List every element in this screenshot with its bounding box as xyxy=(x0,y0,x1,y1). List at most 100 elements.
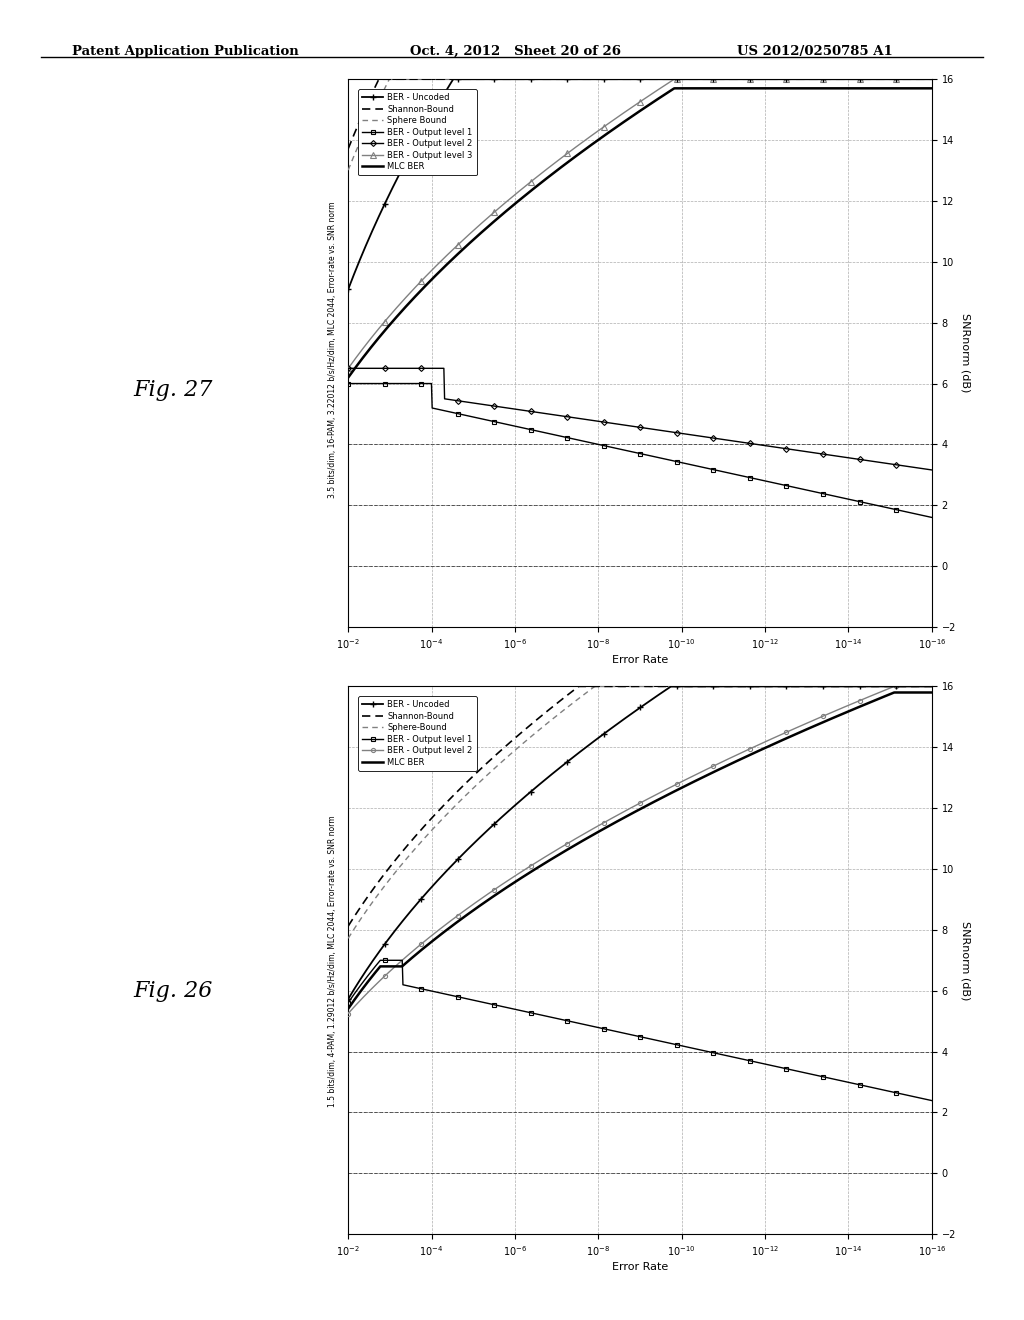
Shannon-Bound xyxy=(378,867,390,883)
BER - Output level 1 xyxy=(846,1074,858,1090)
BER - Output level 2 xyxy=(926,678,938,694)
BER - Output level 2 xyxy=(378,360,390,376)
BER - Output level 3 xyxy=(378,314,390,330)
BER - Output level 1 xyxy=(697,1043,710,1059)
Sphere-Bound xyxy=(589,678,601,694)
Legend: BER - Uncoded, Shannon-Bound, Sphere Bound, BER - Output level 1, BER - Output l: BER - Uncoded, Shannon-Bound, Sphere Bou… xyxy=(358,88,477,176)
MLC BER xyxy=(714,762,726,777)
BER - Output level 3 xyxy=(697,71,710,87)
MLC BER xyxy=(681,777,693,793)
Shannon-Bound xyxy=(715,71,727,87)
BER - Output level 1 xyxy=(682,1039,694,1055)
BER - Output level 3 xyxy=(846,71,858,87)
MLC BER xyxy=(342,370,354,385)
BER - Output level 3 xyxy=(682,71,694,87)
BER - Output level 3 xyxy=(342,360,354,376)
BER - Uncoded xyxy=(665,678,677,694)
BER - Output level 1 xyxy=(926,1093,938,1109)
Shannon-Bound xyxy=(785,678,798,694)
BER - Output level 3 xyxy=(715,71,727,87)
BER - Output level 2 xyxy=(714,755,726,771)
BER - Uncoded xyxy=(926,678,938,694)
BER - Output level 1 xyxy=(342,376,354,392)
Legend: BER - Uncoded, Shannon-Bound, Sphere-Bound, BER - Output level 1, BER - Output l: BER - Uncoded, Shannon-Bound, Sphere-Bou… xyxy=(358,696,477,771)
Sphere-Bound xyxy=(697,678,710,694)
BER - Uncoded xyxy=(715,71,727,87)
BER - Output level 2 xyxy=(681,426,693,442)
BER - Uncoded xyxy=(342,991,354,1007)
BER - Uncoded xyxy=(447,71,460,87)
Sphere Bound xyxy=(785,71,798,87)
Shannon-Bound xyxy=(682,71,694,87)
BER - Output level 2 xyxy=(342,360,354,376)
Shannon-Bound xyxy=(697,678,710,694)
BER - Output level 1 xyxy=(785,1063,798,1078)
BER - Output level 1 xyxy=(926,510,938,525)
BER - Uncoded xyxy=(682,71,694,87)
Line: BER - Output level 1: BER - Output level 1 xyxy=(346,958,934,1102)
Shannon-Bound xyxy=(697,71,710,87)
MLC BER xyxy=(669,81,681,96)
Sphere Bound xyxy=(378,82,390,98)
Y-axis label: SNRnorm (dB): SNRnorm (dB) xyxy=(961,313,970,393)
BER - Uncoded xyxy=(682,678,694,694)
Shannon-Bound xyxy=(785,71,798,87)
BER - Uncoded xyxy=(342,281,354,297)
MLC BER xyxy=(926,81,938,96)
Line: Sphere Bound: Sphere Bound xyxy=(348,79,932,170)
BER - Output level 2 xyxy=(714,432,726,447)
BER - Output level 1 xyxy=(681,455,693,471)
Text: Fig. 27: Fig. 27 xyxy=(133,379,213,401)
BER - Uncoded xyxy=(378,198,390,214)
BER - Output level 3 xyxy=(926,71,938,87)
BER - Output level 2 xyxy=(784,722,797,738)
Sphere Bound xyxy=(384,71,396,87)
MLC BER xyxy=(785,81,798,96)
Line: BER - Output level 1: BER - Output level 1 xyxy=(346,381,934,520)
Text: Fig. 26: Fig. 26 xyxy=(133,979,213,1002)
Shannon-Bound xyxy=(926,678,938,694)
MLC BER xyxy=(697,81,710,96)
Shannon-Bound xyxy=(572,678,585,694)
Sphere-Bound xyxy=(342,931,354,946)
Line: BER - Uncoded: BER - Uncoded xyxy=(345,75,935,293)
Shannon-Bound xyxy=(373,71,385,87)
Sphere-Bound xyxy=(682,678,694,694)
MLC BER xyxy=(715,81,727,96)
BER - Uncoded xyxy=(715,678,727,694)
BER - Output level 2 xyxy=(696,763,709,779)
X-axis label: Error Rate: Error Rate xyxy=(612,1262,668,1272)
BER - Uncoded xyxy=(697,678,710,694)
MLC BER xyxy=(682,81,694,96)
BER - Uncoded xyxy=(378,937,390,953)
Text: 1.5 bits/dim, 4-PAM, 1.29012 b/s/Hz/dim, MLC 2044, Error-rate vs. SNR norm: 1.5 bits/dim, 4-PAM, 1.29012 b/s/Hz/dim,… xyxy=(329,816,337,1106)
BER - Output level 1 xyxy=(378,376,390,392)
BER - Output level 2 xyxy=(681,771,693,787)
Shannon-Bound xyxy=(846,71,858,87)
Text: Oct. 4, 2012   Sheet 20 of 26: Oct. 4, 2012 Sheet 20 of 26 xyxy=(410,45,621,58)
Sphere Bound xyxy=(697,71,710,87)
BER - Output level 2 xyxy=(845,450,857,466)
Sphere-Bound xyxy=(846,678,858,694)
BER - Output level 1 xyxy=(845,492,857,508)
BER - Output level 2 xyxy=(378,969,390,985)
Line: BER - Uncoded: BER - Uncoded xyxy=(345,682,935,1003)
BER - Output level 1 xyxy=(379,953,391,969)
Line: BER - Output level 3: BER - Output level 3 xyxy=(345,77,935,371)
BER - Uncoded xyxy=(846,71,858,87)
MLC BER xyxy=(846,81,858,96)
Sphere Bound xyxy=(926,71,938,87)
BER - Uncoded xyxy=(926,71,938,87)
Y-axis label: SNRnorm (dB): SNRnorm (dB) xyxy=(961,920,970,1001)
Sphere Bound xyxy=(846,71,858,87)
BER - Output level 1 xyxy=(696,459,709,475)
BER - Output level 2 xyxy=(889,678,901,694)
BER - Output level 2 xyxy=(342,1006,354,1022)
MLC BER xyxy=(926,685,938,701)
BER - Uncoded xyxy=(697,71,710,87)
Line: BER - Output level 2: BER - Output level 2 xyxy=(346,366,934,473)
Sphere Bound xyxy=(682,71,694,87)
Shannon-Bound xyxy=(715,678,727,694)
Text: Patent Application Publication: Patent Application Publication xyxy=(72,45,298,58)
BER - Output level 2 xyxy=(845,697,857,713)
